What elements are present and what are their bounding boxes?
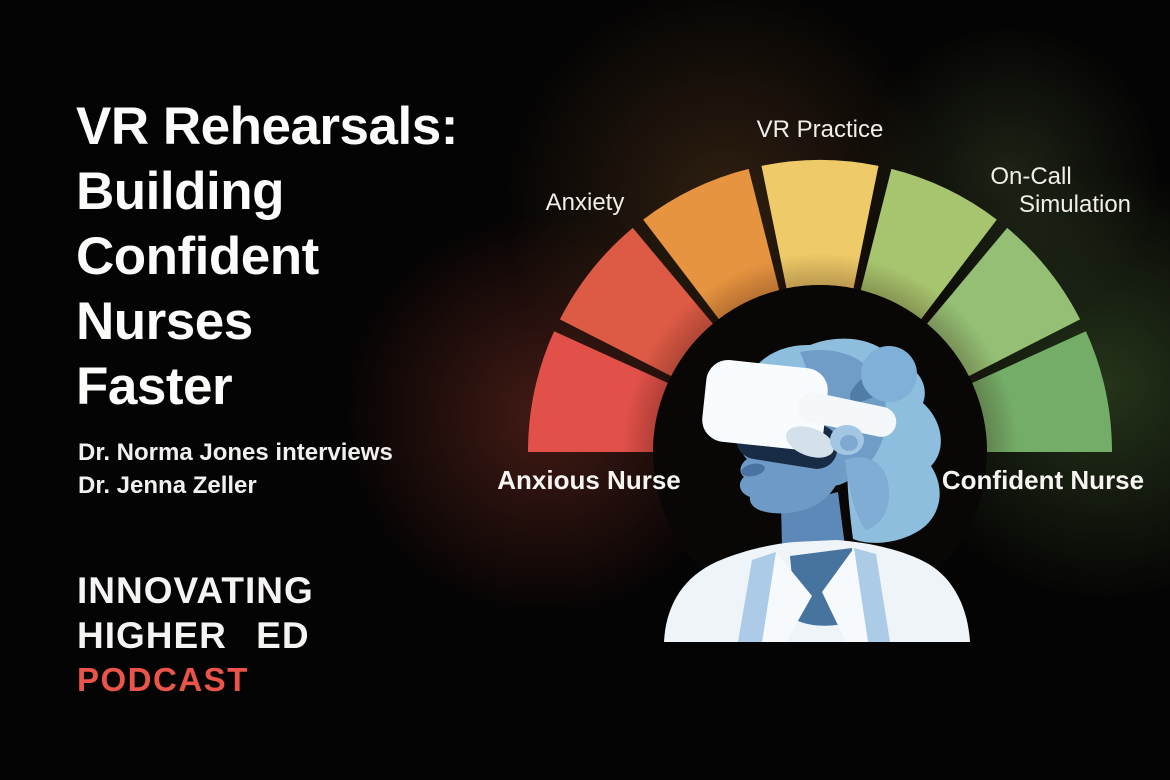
nurse-hair-ear-shade: [845, 457, 890, 530]
gauge-label-oncall: On-Call: [990, 163, 1072, 190]
gauge-inner-shadow: [528, 160, 1112, 452]
vr-headset-side-shade: [786, 426, 834, 458]
brand-podcast: PODCAST: [77, 661, 249, 698]
nurse-hair-bun: [861, 346, 917, 402]
nurse-lips: [741, 463, 765, 477]
episode-hosts: Dr. Norma Jones interviews Dr. Jenna Zel…: [78, 436, 393, 502]
nurse-coat-lapel-left: [762, 552, 812, 642]
title-line-3: Confident: [76, 227, 319, 286]
nurse-illustration: [664, 338, 970, 642]
nurse-coat-lapel-right: [822, 548, 868, 642]
gauge-label-anxiety: Anxiety: [545, 189, 625, 216]
gauge-label-simulation: Simulation: [1018, 191, 1132, 218]
nurse-ear-inner: [840, 435, 858, 451]
brand-innovating: INNOVATING: [77, 570, 314, 611]
title-line-4: Nurses: [76, 292, 253, 351]
gauge-label-confident-nurse: Confident Nurse: [941, 465, 1145, 495]
hosts-line-1: Dr. Norma Jones interviews: [78, 439, 393, 466]
gauge-label-vr-practice: VR Practice: [756, 116, 884, 143]
gauge-label-anxious-nurse: Anxious Nurse: [497, 465, 681, 495]
brand-higher-ed: HIGHER ED: [77, 615, 310, 656]
title-line-2: Building: [76, 162, 284, 221]
hosts-line-2: Dr. Jenna Zeller: [78, 472, 257, 499]
title-line-5: Faster: [76, 357, 233, 416]
title-line-1: VR Rehearsals:: [76, 97, 458, 156]
vr-headset-strap: [797, 392, 897, 437]
episode-title: VR Rehearsals: Building Confident Nurses…: [76, 94, 458, 419]
